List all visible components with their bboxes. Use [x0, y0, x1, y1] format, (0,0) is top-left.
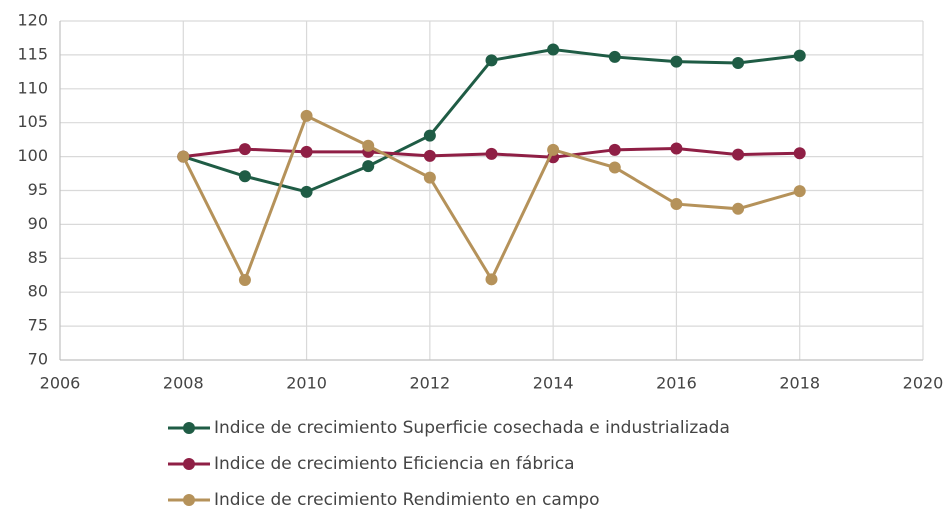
point	[670, 142, 683, 155]
point	[793, 147, 806, 160]
point	[793, 49, 806, 62]
point	[300, 185, 313, 198]
legend-marker	[183, 494, 195, 506]
y-tick-label: 100	[17, 146, 48, 165]
y-tick-label: 120	[17, 11, 48, 30]
point	[423, 171, 436, 184]
x-tick-label: 2010	[286, 374, 327, 393]
y-tick-label: 110	[17, 78, 48, 97]
point	[362, 160, 375, 173]
legend-marker	[183, 422, 195, 434]
series-line	[181, 113, 801, 284]
point	[732, 202, 745, 215]
point	[670, 198, 683, 211]
point	[608, 143, 621, 156]
point	[608, 50, 621, 63]
point	[547, 43, 560, 56]
point	[423, 149, 436, 162]
series-line	[182, 47, 800, 194]
x-tick-label: 2014	[533, 374, 574, 393]
point	[793, 185, 806, 198]
y-tick-label: 105	[17, 112, 48, 131]
point	[362, 139, 375, 152]
point	[423, 129, 436, 142]
x-tick-label: 2012	[409, 374, 450, 393]
y-tick-label: 85	[28, 248, 48, 267]
y-tick-label: 90	[28, 214, 48, 233]
y-tick-label: 95	[28, 180, 48, 199]
y-tick-label: 115	[17, 44, 48, 63]
point	[300, 109, 313, 122]
point	[608, 161, 621, 174]
point	[732, 57, 745, 70]
x-tick-label: 2020	[903, 374, 944, 393]
point	[547, 143, 560, 156]
legend-label: Indice de crecimiento Rendimiento en cam…	[214, 490, 600, 509]
x-tick-label: 2006	[40, 374, 81, 393]
point	[238, 170, 251, 183]
point	[238, 143, 251, 156]
point	[300, 145, 313, 158]
point	[177, 150, 190, 163]
x-tick-label: 2016	[656, 374, 697, 393]
legend-label: Indice de crecimiento Eficiencia en fábr…	[214, 454, 575, 474]
x-tick-label: 2018	[779, 374, 820, 393]
y-tick-label: 75	[28, 316, 48, 335]
x-tick-label: 2008	[163, 374, 204, 393]
point	[485, 147, 498, 160]
legend-marker	[183, 458, 195, 470]
y-tick-label: 70	[28, 350, 48, 369]
point	[670, 55, 683, 68]
point	[238, 273, 251, 286]
legend-label: Indice de crecimiento Superficie cosecha…	[214, 418, 730, 438]
point	[485, 273, 498, 286]
point	[732, 148, 745, 161]
point	[485, 54, 498, 67]
y-tick-label: 80	[28, 282, 48, 301]
